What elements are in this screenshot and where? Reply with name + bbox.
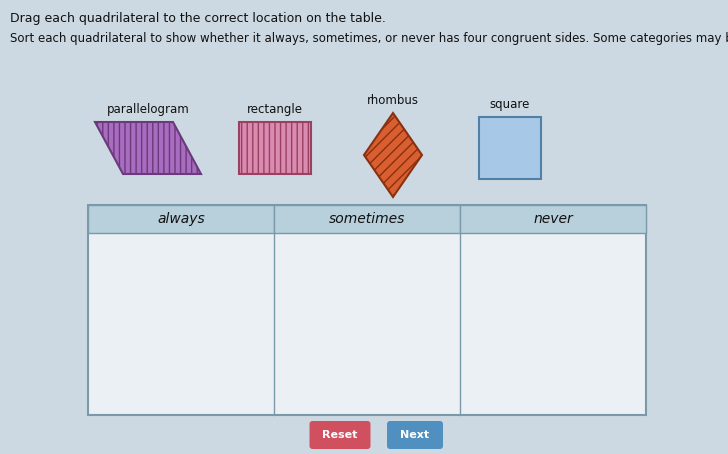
Polygon shape xyxy=(239,122,311,174)
Bar xyxy=(88,205,646,415)
FancyBboxPatch shape xyxy=(309,421,371,449)
Polygon shape xyxy=(479,117,541,179)
Text: always: always xyxy=(157,212,205,226)
Text: sometimes: sometimes xyxy=(329,212,405,226)
Text: square: square xyxy=(490,98,530,111)
Polygon shape xyxy=(95,122,201,174)
Bar xyxy=(460,205,646,233)
Text: Next: Next xyxy=(400,430,430,440)
Bar xyxy=(274,205,460,233)
Text: rectangle: rectangle xyxy=(247,103,303,116)
Text: Drag each quadrilateral to the correct location on the table.: Drag each quadrilateral to the correct l… xyxy=(10,12,386,25)
Polygon shape xyxy=(364,113,422,197)
Text: parallelogram: parallelogram xyxy=(106,103,189,116)
Bar xyxy=(88,205,274,233)
Text: Reset: Reset xyxy=(323,430,357,440)
Text: never: never xyxy=(533,212,573,226)
FancyBboxPatch shape xyxy=(387,421,443,449)
Text: rhombus: rhombus xyxy=(367,94,419,107)
Text: Sort each quadrilateral to show whether it always, sometimes, or never has four : Sort each quadrilateral to show whether … xyxy=(10,32,728,45)
